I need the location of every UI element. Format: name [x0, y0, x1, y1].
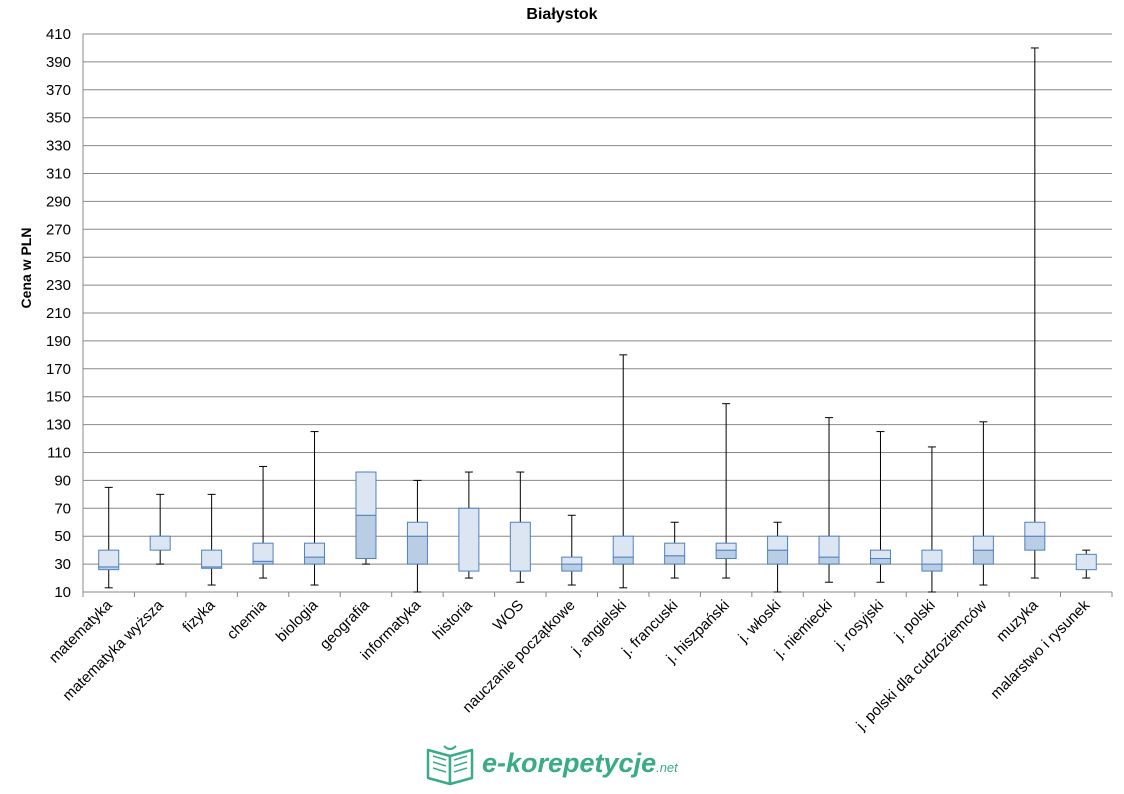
box-upper	[458, 507, 480, 572]
y-tick-label: 170	[46, 361, 71, 378]
box-lower	[612, 556, 634, 565]
y-tick-label: 250	[46, 249, 71, 266]
y-tick-label: 350	[46, 110, 71, 127]
y-tick-label: 190	[46, 333, 71, 350]
y-tick-label: 150	[46, 389, 71, 406]
x-tick-label: j. rosyjski	[831, 597, 887, 653]
box-lower	[664, 555, 686, 565]
box-upper	[1024, 521, 1046, 537]
y-tick-label: 50	[54, 528, 71, 545]
y-tick-label: 230	[46, 277, 71, 294]
x-tick-label: muzyka	[993, 596, 1042, 645]
box-lower	[1024, 535, 1046, 551]
x-tick-label: chemia	[224, 596, 271, 643]
x-tick-label: WOS	[490, 597, 527, 634]
box-upper	[664, 542, 686, 557]
box-lower	[869, 558, 891, 565]
y-tick-label: 330	[46, 138, 71, 155]
y-tick-label: 290	[46, 193, 71, 210]
box-upper	[869, 549, 891, 560]
logo-text: e-korepetycje.net	[482, 748, 678, 779]
chart-title: Białystok	[526, 6, 598, 23]
box-upper	[149, 535, 171, 551]
logo-brand: e-korepetycje	[482, 748, 657, 778]
box-lower	[304, 556, 326, 565]
x-tick-label: j. włoski	[735, 597, 785, 647]
y-tick-label: 390	[46, 54, 71, 71]
y-tick-label: 130	[46, 417, 71, 434]
box-upper	[972, 535, 994, 551]
x-tick-label: j. polski	[891, 597, 939, 645]
x-tick-label: fizyka	[179, 596, 219, 636]
box-upper	[201, 549, 223, 568]
y-axis-label: Cena w PLN	[18, 227, 34, 309]
box-upper	[406, 521, 428, 537]
box-upper	[715, 542, 737, 551]
box-lower	[767, 549, 789, 565]
x-tick-label: malarstwo i rysunek	[987, 596, 1093, 702]
y-tick-label: 310	[46, 166, 71, 183]
book-icon	[426, 745, 474, 786]
y-tick-label: 30	[54, 556, 71, 573]
box-lower	[355, 514, 377, 560]
box-upper	[98, 549, 120, 568]
logo-suffix: .net	[656, 760, 678, 775]
logo: e-korepetycje.net	[424, 742, 684, 788]
box-lower	[561, 563, 583, 572]
y-tick-label: 270	[46, 221, 71, 238]
box-upper	[304, 542, 326, 558]
box-upper	[612, 535, 634, 558]
y-tick-label: 10	[54, 584, 71, 601]
box-upper	[921, 549, 943, 565]
x-tick-label: biologia	[273, 596, 322, 645]
box-lower	[406, 535, 428, 565]
box-upper	[355, 471, 377, 516]
box-lower	[921, 563, 943, 572]
x-tick-label: historia	[429, 596, 476, 643]
y-tick-label: 210	[46, 305, 71, 322]
box-upper	[767, 535, 789, 551]
box-lower	[818, 556, 840, 565]
box-upper	[252, 542, 274, 562]
box-upper	[1075, 553, 1097, 571]
y-tick-label: 110	[47, 445, 71, 462]
y-tick-label: 410	[46, 26, 71, 43]
box-lower	[715, 549, 737, 560]
y-tick-label: 370	[46, 82, 71, 99]
box-upper	[509, 521, 531, 572]
box-lower	[972, 549, 994, 565]
box-upper	[561, 556, 583, 565]
box-upper	[818, 535, 840, 558]
x-tick-label: matematyka wyższa	[59, 596, 167, 704]
y-tick-label: 70	[54, 500, 71, 517]
y-tick-label: 90	[54, 472, 71, 489]
